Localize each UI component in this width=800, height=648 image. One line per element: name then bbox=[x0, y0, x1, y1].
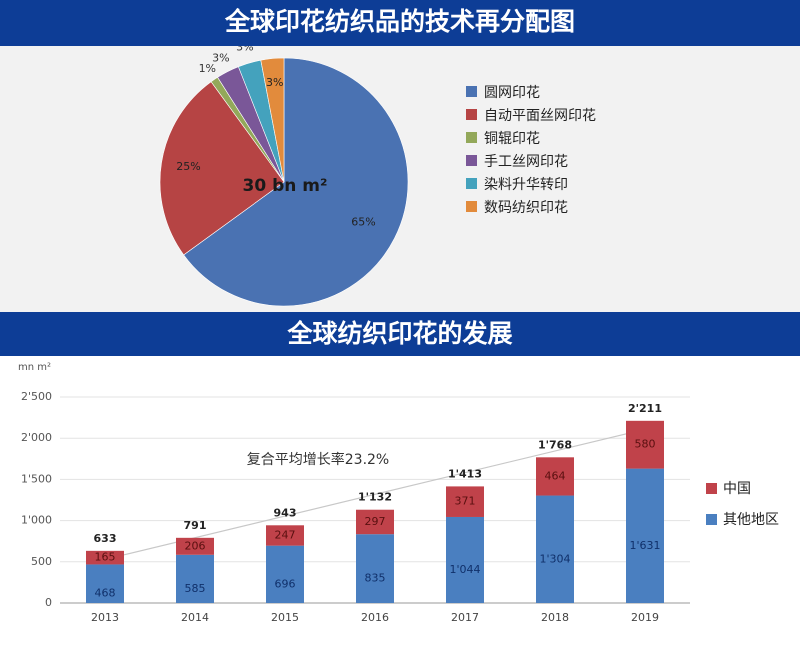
y-tick-label: 1'000 bbox=[21, 514, 52, 527]
bar-total-label: 2'211 bbox=[628, 402, 662, 415]
pie-slice-label-6: 3% bbox=[266, 76, 283, 89]
bar-legend-label-2: 其他地区 bbox=[723, 512, 779, 528]
bar-chart-panel: mn m² 0 500 1'000 1'500 2'000 2'500 468 165 633 20… bbox=[0, 356, 800, 644]
pie-legend-swatch-2 bbox=[466, 109, 477, 120]
stacked-bar-chart: mn m² 0 500 1'000 1'500 2'000 2'500 468 165 633 20… bbox=[18, 362, 779, 624]
cagr-trend-line bbox=[123, 428, 648, 556]
bar-value-label-china: 464 bbox=[545, 469, 566, 482]
pie-slice-label-1: 65% bbox=[351, 216, 375, 229]
pie-legend-label-1: 圆网印花 bbox=[484, 85, 540, 101]
bar-segment-china bbox=[266, 525, 304, 546]
bar-value-label-other: 1'631 bbox=[629, 539, 660, 552]
bar-total-label: 1'768 bbox=[538, 438, 572, 451]
bar-value-label-china: 247 bbox=[275, 528, 296, 541]
bar-segment-china bbox=[86, 550, 124, 565]
y-tick-label: 1'500 bbox=[21, 472, 52, 485]
bar-total-label: 791 bbox=[184, 519, 207, 532]
y-tick-label: 2'000 bbox=[21, 431, 52, 444]
pie-chart-panel: 65% 25% 1% 3% 3% 3% 30 bn m² 圆网印花 自动平面丝网印花 铜辊印花 手工… bbox=[0, 40, 800, 312]
pie-legend-swatch-1 bbox=[466, 86, 477, 97]
bar-segment-other bbox=[86, 564, 124, 603]
pie-legend-label-3: 铜辊印花 bbox=[484, 131, 540, 147]
bar-value-label-other: 585 bbox=[185, 582, 206, 595]
pie-legend-label-6: 数码纺织印花 bbox=[484, 200, 568, 216]
bar-segment-other bbox=[536, 495, 574, 603]
pie-slice-label-2: 25% bbox=[176, 160, 200, 173]
bar-value-label-china: 371 bbox=[455, 495, 476, 508]
pie-slice-label-4: 3% bbox=[212, 51, 229, 64]
pie-legend-swatch-3 bbox=[466, 132, 477, 143]
pie-legend-label-2: 自动平面丝网印花 bbox=[484, 108, 596, 124]
pie-legend-label-5: 染料升华转印 bbox=[484, 177, 568, 193]
bar-segment-china bbox=[536, 457, 574, 496]
bar-segment-china bbox=[626, 420, 664, 469]
bar-legend-swatch-2 bbox=[706, 514, 717, 525]
bar-value-label-china: 580 bbox=[635, 438, 656, 451]
bar-value-label-other: 468 bbox=[95, 587, 116, 600]
pie-slice-1 bbox=[183, 57, 409, 307]
bar-value-label-china: 206 bbox=[185, 539, 206, 552]
bar-value-label-china: 165 bbox=[95, 551, 116, 564]
bar-segment-other bbox=[266, 545, 304, 603]
bar-segment-china bbox=[176, 537, 214, 555]
bar-segment-other bbox=[356, 534, 394, 603]
bar-value-label-other: 696 bbox=[275, 577, 296, 590]
bar-segment-other bbox=[176, 554, 214, 603]
bar-legend-swatch-1 bbox=[706, 483, 717, 494]
pie-legend-label-4: 手工丝网印花 bbox=[484, 154, 568, 170]
x-tick-label: 2016 bbox=[361, 611, 389, 624]
bar-legend-label-1: 中国 bbox=[723, 481, 751, 497]
x-tick-label: 2018 bbox=[541, 611, 569, 624]
x-tick-label: 2019 bbox=[631, 611, 659, 624]
bar-total-label: 943 bbox=[274, 506, 297, 519]
bar-total-label: 1'413 bbox=[448, 468, 482, 481]
bar-segment-other bbox=[626, 468, 664, 603]
bar-chart-title: 全球纺织印花的发展 bbox=[0, 312, 800, 356]
pie-slice-label-5: 3% bbox=[236, 46, 253, 53]
bar-segment-china bbox=[446, 486, 484, 517]
cagr-annotation: 复合平均增长率23.2% bbox=[247, 451, 389, 468]
y-tick-label: 0 bbox=[45, 596, 52, 609]
bar-segment-china bbox=[356, 509, 394, 535]
bar-value-label-other: 1'044 bbox=[449, 563, 480, 576]
x-tick-label: 2017 bbox=[451, 611, 479, 624]
pie-slice-2 bbox=[159, 81, 285, 256]
x-tick-label: 2014 bbox=[181, 611, 209, 624]
bar-value-label-other: 835 bbox=[365, 572, 386, 585]
bar-total-label: 633 bbox=[94, 532, 117, 545]
bar-total-label: 1'132 bbox=[358, 491, 392, 504]
pie-center-label: 30 bn m² bbox=[243, 176, 328, 196]
x-tick-label: 2015 bbox=[271, 611, 299, 624]
y-tick-label: 500 bbox=[31, 555, 52, 568]
bar-value-label-other: 1'304 bbox=[539, 552, 570, 565]
pie-legend-swatch-5 bbox=[466, 178, 477, 189]
pie-legend-swatch-6 bbox=[466, 201, 477, 212]
pie-slice-label-3: 1% bbox=[199, 62, 216, 75]
pie-slice-6 bbox=[260, 57, 285, 183]
pie-legend-swatch-4 bbox=[466, 155, 477, 166]
pie-chart-title: 全球印花纺织品的技术再分配图 bbox=[0, 0, 800, 46]
pie-chart: 65%25%1%3%3%3%30 bn m²圆网印花自动平面丝网印花铜辊印花手工… bbox=[159, 40, 596, 307]
y-axis-unit-label: mn m² bbox=[18, 362, 51, 373]
x-tick-label: 2013 bbox=[91, 611, 119, 624]
y-tick-label: 2'500 bbox=[21, 390, 52, 403]
bar-segment-other bbox=[446, 516, 484, 603]
bar-value-label-china: 297 bbox=[365, 515, 386, 528]
